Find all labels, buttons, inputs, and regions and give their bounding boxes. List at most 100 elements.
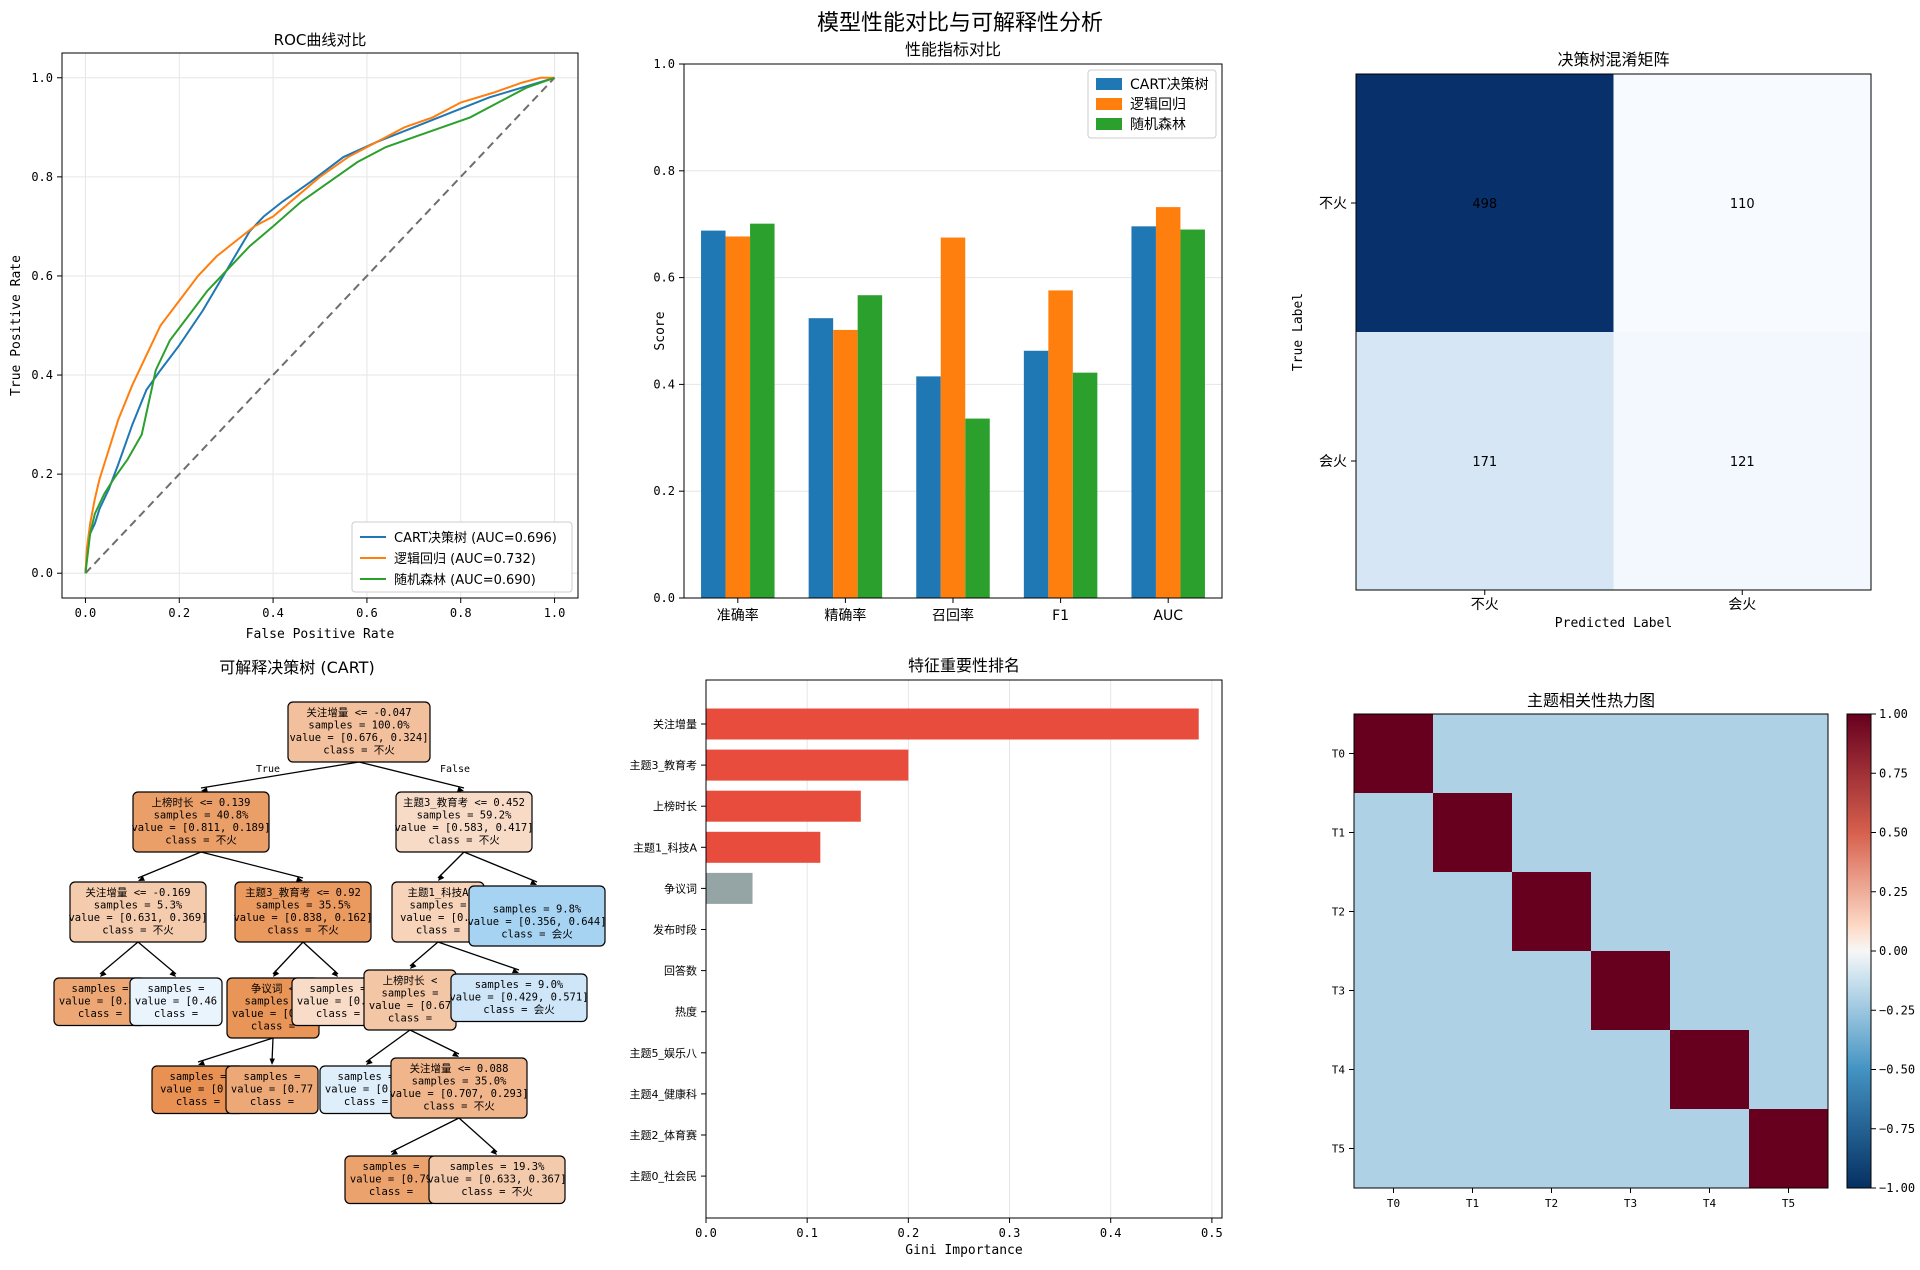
roc-axes-frame	[61, 52, 579, 599]
tree-edge-arrow	[273, 970, 280, 977]
tree-node-line: value = [0.633, 0.367]	[427, 1174, 566, 1186]
tree-node-line: class = 不火	[461, 1186, 533, 1198]
tree-node-line: samples = 19.3%	[450, 1161, 546, 1173]
tree-node-line: value = [0.44	[325, 1084, 407, 1096]
tree-node-box	[395, 791, 533, 853]
roc-xtick-label: 1.0	[544, 606, 566, 620]
importance-ytick-label: 争议词	[664, 881, 697, 895]
corr-cell	[1433, 714, 1513, 794]
tree-node-line: value = [0.707, 0.293]	[389, 1088, 528, 1100]
tree-node-line: samples = 35.0%	[412, 1076, 508, 1088]
corr-cell	[1749, 1030, 1829, 1110]
importance-xlabel: Gini Importance	[905, 1243, 1023, 1258]
importance-ytick-label: 关注增量	[653, 717, 697, 731]
metrics-legend-label: 逻辑回归	[1130, 96, 1186, 113]
importance-ytick-label: 上榜时长	[653, 799, 697, 813]
tree-node-line: samples =	[148, 983, 205, 995]
tree-node-box	[287, 701, 431, 763]
tree-node-line: samples = 59.2%	[417, 810, 513, 822]
roc-ytick-label: 0.4	[31, 368, 53, 382]
tree-node-line: 上榜时长 <	[383, 974, 438, 987]
importance-ytick-label: 主题5_娱乐八	[630, 1046, 698, 1060]
corr-cell	[1512, 1109, 1592, 1189]
metrics-legend-swatch	[1096, 78, 1122, 90]
tree-node-line: class = 不火	[428, 835, 500, 847]
tree-node-line: 主题1_科技A	[408, 886, 470, 899]
tree-edge-arrow	[198, 1060, 205, 1066]
confusion-ylabel: True Label	[1291, 293, 1306, 371]
metrics-xtick-label: 精确率	[824, 607, 866, 624]
metrics-xtick-label: 准确率	[717, 607, 759, 624]
importance-bar	[706, 790, 861, 822]
corr-cell	[1354, 793, 1434, 873]
tree-node-line: value = [0.67	[369, 1000, 451, 1012]
corr-cell	[1670, 951, 1750, 1031]
tree-edge-arrow	[410, 962, 417, 969]
metrics-legend-label: 随机森林	[1130, 117, 1186, 133]
tree-edge-arrow	[530, 879, 537, 885]
tree-node-box	[450, 973, 588, 1023]
importance-bar	[706, 749, 909, 781]
corr-xtick-label: T4	[1703, 1197, 1717, 1210]
corr-cell	[1670, 793, 1750, 873]
corr-cell	[1512, 872, 1592, 952]
tree-node-line: samples =	[72, 983, 129, 995]
corr-cell	[1591, 1030, 1671, 1110]
confusion-title: 决策树混淆矩阵	[1557, 50, 1669, 69]
roc-reference-line	[84, 77, 556, 574]
tree-node-line: samples = 9.0%	[475, 979, 564, 991]
importance-xtick-label: 0.3	[999, 1226, 1021, 1240]
corr-colorbar-tick-label: 1.00	[1879, 707, 1908, 721]
metrics-legend-swatch	[1096, 118, 1122, 130]
tree-node-line: value = [0.46	[135, 996, 217, 1008]
tree-node-line: class =	[316, 1008, 360, 1020]
tree-node-line: value = [0.583, 0.417]	[394, 822, 533, 834]
tree-node-line: class = 不火	[423, 1101, 495, 1113]
corr-colorbar-tick-label: 0.75	[1879, 766, 1908, 780]
tree-node-line: 关注增量 <= -0.169	[85, 886, 190, 899]
corr-cell	[1433, 793, 1513, 873]
tree-node-box	[428, 1155, 566, 1205]
roc-xtick-label: 0.6	[356, 606, 378, 620]
roc-xtick-label: 0.4	[262, 606, 284, 620]
importance-bar	[706, 872, 753, 904]
tree-edge	[463, 851, 538, 883]
metrics-bar	[701, 230, 726, 598]
corr-cell	[1591, 793, 1671, 873]
metrics-bar	[916, 376, 941, 598]
tree-node-box	[129, 977, 223, 1027]
tree-edge-arrow	[331, 970, 338, 977]
tree-edge-arrow	[490, 1148, 497, 1155]
corr-cell	[1749, 714, 1829, 794]
corr-panel: 主题相关性热力图 T0 T1 T2 T3 T4 T5 T0 T1 T2 T3 T4 T5 1.00 0.75…	[1332, 691, 1915, 1210]
tree-node-box	[69, 881, 207, 943]
corr-ytick-label: T0	[1332, 748, 1345, 761]
roc-ylabel: True Positive Rate	[9, 255, 24, 396]
tree-edge-arrow	[438, 874, 445, 881]
metrics-bar	[725, 236, 751, 598]
tree-node-line: value = [0.8	[160, 1084, 236, 1096]
metrics-ytick-label: 0.4	[653, 377, 675, 391]
metrics-legend-swatch	[1096, 98, 1122, 110]
tree-node-line: value = [0.429, 0.571]	[449, 992, 588, 1004]
corr-cell	[1670, 714, 1750, 794]
tree-node-line: samples =	[244, 1071, 301, 1083]
tree-edge	[390, 1117, 460, 1153]
corr-cell	[1670, 872, 1750, 952]
corr-cell	[1591, 1109, 1671, 1189]
metrics-ylabel: Score	[653, 311, 668, 350]
tree-node-line: class = 不火	[267, 925, 339, 937]
tree-edge	[137, 941, 177, 975]
importance-xtick-label: 0.0	[695, 1226, 717, 1240]
corr-cell	[1433, 872, 1513, 952]
tree-node-line: class = 会火	[483, 1003, 555, 1016]
tree-node-line: class =	[250, 1096, 294, 1108]
roc-xtick-label: 0.8	[450, 606, 472, 620]
roc-xtick-label: 0.2	[168, 606, 190, 620]
tree-node-line: class = 不火	[165, 835, 237, 847]
importance-axes-frame	[705, 679, 1223, 1219]
importance-xtick-label: 0.4	[1100, 1226, 1122, 1240]
metrics-bar	[833, 329, 858, 598]
tree-node-box	[132, 791, 270, 853]
